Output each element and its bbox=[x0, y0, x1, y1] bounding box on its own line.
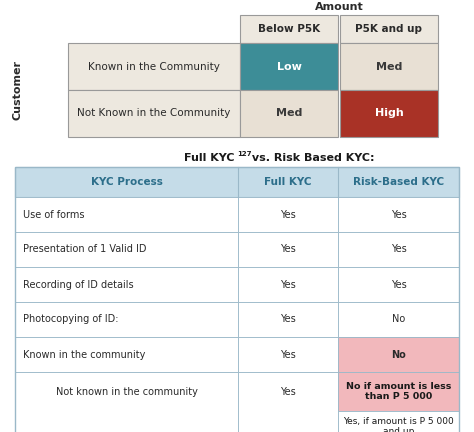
Text: Photocopying of ID:: Photocopying of ID: bbox=[23, 314, 118, 324]
FancyBboxPatch shape bbox=[338, 337, 459, 372]
Text: Below P5K: Below P5K bbox=[258, 24, 320, 34]
Text: 127: 127 bbox=[237, 151, 252, 157]
Text: Yes: Yes bbox=[280, 314, 296, 324]
FancyBboxPatch shape bbox=[340, 15, 438, 43]
FancyBboxPatch shape bbox=[238, 302, 338, 337]
FancyBboxPatch shape bbox=[15, 337, 238, 372]
FancyBboxPatch shape bbox=[15, 372, 238, 432]
FancyBboxPatch shape bbox=[238, 267, 338, 302]
FancyBboxPatch shape bbox=[15, 232, 238, 267]
FancyBboxPatch shape bbox=[238, 197, 338, 232]
Text: Risk-Based KYC: Risk-Based KYC bbox=[353, 177, 444, 187]
Text: KYC Process: KYC Process bbox=[91, 177, 163, 187]
Text: Presentation of 1 Valid ID: Presentation of 1 Valid ID bbox=[23, 245, 146, 254]
FancyBboxPatch shape bbox=[340, 43, 438, 90]
Text: P5K and up: P5K and up bbox=[356, 24, 422, 34]
Text: No: No bbox=[392, 314, 405, 324]
Text: Customer: Customer bbox=[13, 60, 23, 120]
FancyBboxPatch shape bbox=[68, 43, 240, 90]
Text: Med: Med bbox=[376, 61, 402, 72]
Text: Known in the Community: Known in the Community bbox=[88, 61, 220, 72]
Text: Yes: Yes bbox=[391, 280, 406, 289]
Text: Full KYC: Full KYC bbox=[264, 177, 312, 187]
Text: Not known in the community: Not known in the community bbox=[55, 387, 198, 397]
FancyBboxPatch shape bbox=[338, 197, 459, 232]
FancyBboxPatch shape bbox=[340, 90, 438, 137]
FancyBboxPatch shape bbox=[15, 267, 238, 302]
Text: Recording of ID details: Recording of ID details bbox=[23, 280, 134, 289]
Text: Full KYC: Full KYC bbox=[184, 153, 235, 163]
Text: High: High bbox=[374, 108, 403, 118]
FancyBboxPatch shape bbox=[240, 90, 338, 137]
Text: Low: Low bbox=[276, 61, 301, 72]
FancyBboxPatch shape bbox=[238, 372, 338, 432]
Text: No: No bbox=[391, 349, 406, 359]
Text: Yes: Yes bbox=[280, 387, 296, 397]
FancyBboxPatch shape bbox=[15, 167, 459, 197]
FancyBboxPatch shape bbox=[338, 372, 459, 411]
FancyBboxPatch shape bbox=[15, 302, 238, 337]
FancyBboxPatch shape bbox=[338, 267, 459, 302]
FancyBboxPatch shape bbox=[240, 43, 338, 90]
Text: Known in the community: Known in the community bbox=[23, 349, 146, 359]
Text: Med: Med bbox=[276, 108, 302, 118]
Text: Yes: Yes bbox=[280, 349, 296, 359]
Text: Not Known in the Community: Not Known in the Community bbox=[77, 108, 231, 118]
FancyBboxPatch shape bbox=[338, 302, 459, 337]
Text: No if amount is less
than P 5 000: No if amount is less than P 5 000 bbox=[346, 382, 451, 401]
FancyBboxPatch shape bbox=[338, 411, 459, 432]
FancyBboxPatch shape bbox=[15, 197, 238, 232]
Text: Use of forms: Use of forms bbox=[23, 210, 84, 219]
FancyBboxPatch shape bbox=[338, 232, 459, 267]
Text: vs. Risk Based KYC:: vs. Risk Based KYC: bbox=[248, 153, 374, 163]
FancyBboxPatch shape bbox=[238, 232, 338, 267]
Text: Yes, if amount is P 5 000
and up: Yes, if amount is P 5 000 and up bbox=[343, 417, 454, 432]
Text: Yes: Yes bbox=[391, 245, 406, 254]
Text: Amount: Amount bbox=[315, 2, 364, 12]
Text: Yes: Yes bbox=[280, 245, 296, 254]
FancyBboxPatch shape bbox=[238, 337, 338, 372]
Text: Yes: Yes bbox=[391, 210, 406, 219]
Text: Yes: Yes bbox=[280, 280, 296, 289]
FancyBboxPatch shape bbox=[240, 15, 338, 43]
Text: Yes: Yes bbox=[280, 210, 296, 219]
FancyBboxPatch shape bbox=[68, 90, 240, 137]
